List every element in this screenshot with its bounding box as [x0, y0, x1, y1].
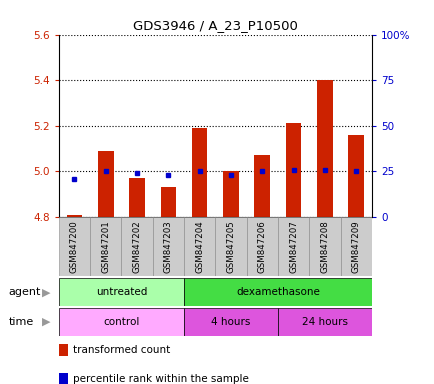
- Bar: [152, 217, 184, 276]
- Text: percentile rank within the sample: percentile rank within the sample: [72, 374, 248, 384]
- Bar: [348, 135, 363, 217]
- Text: GSM847209: GSM847209: [351, 220, 360, 273]
- Text: untreated: untreated: [95, 287, 147, 297]
- Text: agent: agent: [9, 287, 41, 297]
- Text: GSM847201: GSM847201: [101, 220, 110, 273]
- Text: control: control: [103, 317, 139, 327]
- Text: GSM847200: GSM847200: [70, 220, 79, 273]
- Bar: [98, 151, 113, 217]
- Bar: [129, 178, 145, 217]
- Bar: [184, 217, 215, 276]
- Text: GSM847207: GSM847207: [289, 220, 297, 273]
- Bar: [59, 217, 90, 276]
- Text: GSM847204: GSM847204: [195, 220, 204, 273]
- Bar: [254, 156, 270, 217]
- Bar: [90, 217, 121, 276]
- Bar: [215, 217, 246, 276]
- Bar: [121, 217, 152, 276]
- Bar: [285, 124, 301, 217]
- Text: 4 hours: 4 hours: [211, 317, 250, 327]
- Text: dexamethasone: dexamethasone: [236, 287, 319, 297]
- Title: GDS3946 / A_23_P10500: GDS3946 / A_23_P10500: [132, 19, 297, 32]
- Text: time: time: [9, 317, 34, 327]
- Text: ▶: ▶: [42, 287, 51, 297]
- Text: GSM847208: GSM847208: [320, 220, 329, 273]
- Text: GSM847203: GSM847203: [164, 220, 172, 273]
- Bar: [66, 215, 82, 217]
- Text: ▶: ▶: [42, 317, 51, 327]
- Bar: [340, 217, 371, 276]
- Bar: [184, 278, 371, 306]
- Bar: [277, 217, 309, 276]
- Bar: [316, 80, 332, 217]
- Text: transformed count: transformed count: [72, 345, 170, 355]
- Bar: [59, 308, 184, 336]
- Bar: [277, 308, 371, 336]
- Bar: [223, 171, 238, 217]
- Text: 24 hours: 24 hours: [301, 317, 347, 327]
- Bar: [59, 278, 184, 306]
- Bar: [246, 217, 277, 276]
- Text: GSM847206: GSM847206: [257, 220, 266, 273]
- Bar: [191, 128, 207, 217]
- Bar: [184, 308, 277, 336]
- Text: GSM847205: GSM847205: [226, 220, 235, 273]
- Text: GSM847202: GSM847202: [132, 220, 141, 273]
- Bar: [160, 187, 176, 217]
- Bar: [309, 217, 340, 276]
